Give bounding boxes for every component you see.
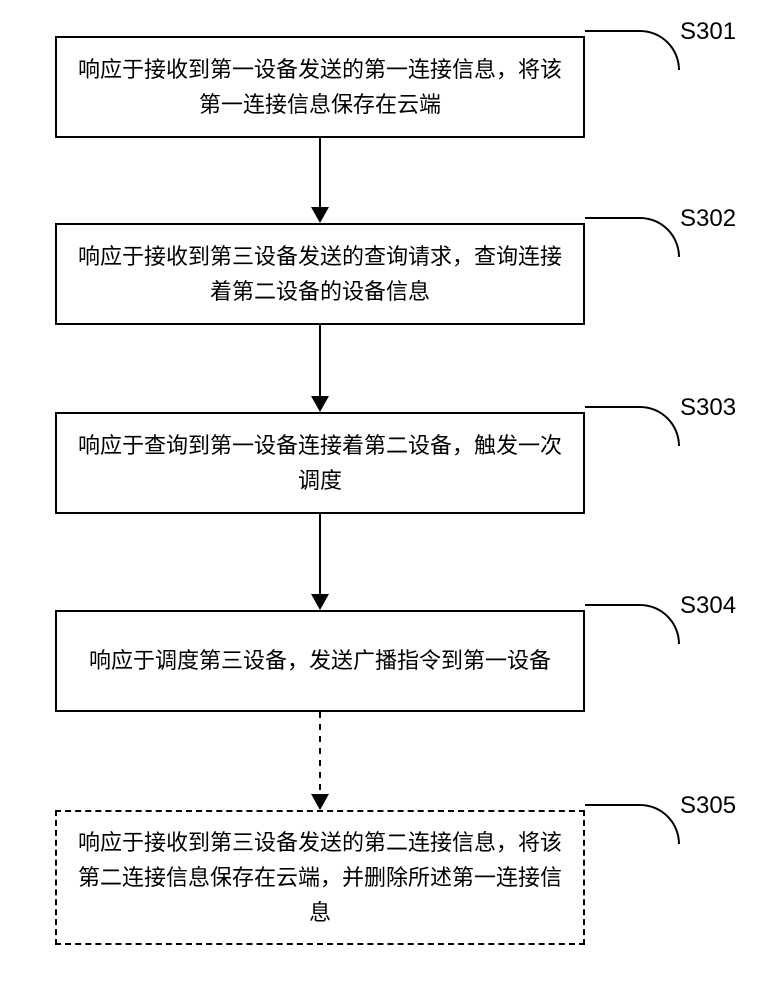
step-text: 响应于查询到第一设备连接着第二设备，触发一次调度 xyxy=(77,428,563,498)
flowchart-container: 响应于接收到第一设备发送的第一连接信息，将该第一连接信息保存在云端 S301 响… xyxy=(0,0,757,1000)
step-text: 响应于调度第三设备，发送广播指令到第一设备 xyxy=(89,643,551,678)
step-id: S303 xyxy=(680,394,736,421)
step-box-s305: 响应于接收到第三设备发送的第二连接信息，将该第二连接信息保存在云端，并删除所述第… xyxy=(55,810,585,945)
step-id: S301 xyxy=(680,18,736,45)
step-text: 响应于接收到第三设备发送的第二连接信息，将该第二连接信息保存在云端，并删除所述第… xyxy=(77,825,563,931)
step-label-s301: S301 xyxy=(680,18,736,46)
step-id: S302 xyxy=(680,205,736,232)
step-text: 响应于接收到第一设备发送的第一连接信息，将该第一连接信息保存在云端 xyxy=(77,52,563,122)
label-connector xyxy=(585,217,680,257)
label-connector xyxy=(585,406,680,446)
label-connector xyxy=(585,804,680,844)
step-label-s305: S305 xyxy=(680,792,736,820)
arrow-3 xyxy=(319,514,321,608)
arrow-1 xyxy=(319,138,321,221)
arrow-2 xyxy=(319,325,321,410)
step-id: S304 xyxy=(680,592,736,619)
step-label-s303: S303 xyxy=(680,394,736,422)
label-connector xyxy=(585,30,680,70)
step-label-s302: S302 xyxy=(680,205,736,233)
arrow-4-dashed xyxy=(319,712,321,808)
step-id: S305 xyxy=(680,792,736,819)
step-box-s303: 响应于查询到第一设备连接着第二设备，触发一次调度 xyxy=(55,412,585,514)
step-box-s302: 响应于接收到第三设备发送的查询请求，查询连接着第二设备的设备信息 xyxy=(55,223,585,325)
step-box-s301: 响应于接收到第一设备发送的第一连接信息，将该第一连接信息保存在云端 xyxy=(55,36,585,138)
step-label-s304: S304 xyxy=(680,592,736,620)
label-connector xyxy=(585,604,680,644)
step-box-s304: 响应于调度第三设备，发送广播指令到第一设备 xyxy=(55,610,585,712)
step-text: 响应于接收到第三设备发送的查询请求，查询连接着第二设备的设备信息 xyxy=(77,239,563,309)
